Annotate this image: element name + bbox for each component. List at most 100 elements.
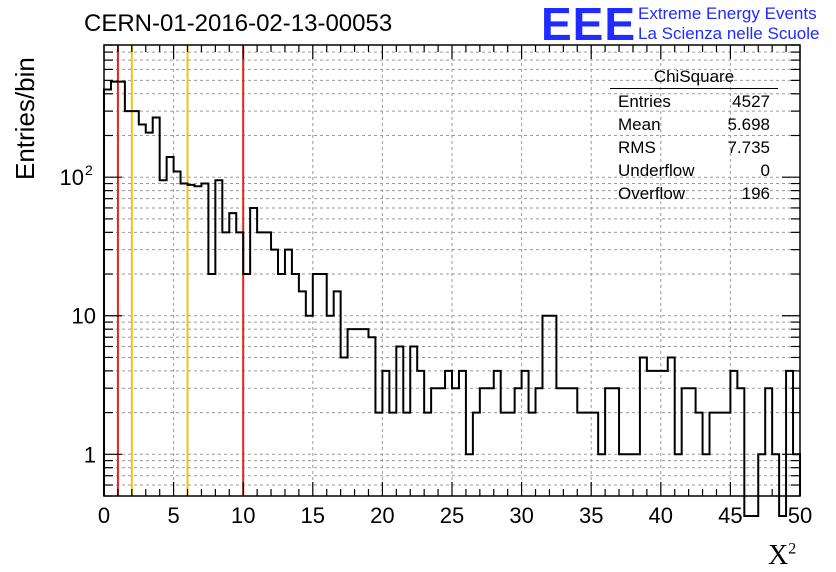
axes (103, 44, 801, 497)
histogram-bin (563, 388, 570, 496)
histogram-bin (640, 357, 647, 496)
histogram-bin (737, 388, 744, 496)
histogram-bin (327, 316, 334, 496)
histogram-bin (480, 388, 487, 496)
x-tick-label: 5 (167, 503, 179, 528)
histogram-bin (132, 111, 139, 496)
histogram-bin (675, 454, 682, 496)
histogram-bin (508, 413, 515, 496)
histogram-bin (529, 413, 536, 496)
histogram-bin (229, 213, 236, 496)
x-axis-label-symbol: X (768, 540, 789, 571)
histogram-bin (591, 413, 598, 496)
stats-value: 0 (760, 161, 770, 180)
histogram-bin (619, 454, 626, 496)
histogram-bin (494, 371, 501, 496)
histogram-bin (716, 413, 723, 496)
histogram-bin (125, 111, 132, 496)
histogram-bin (577, 413, 584, 496)
histogram-bin (556, 388, 563, 496)
x-axis-label: X2 (768, 540, 796, 572)
x-tick-label: 30 (509, 503, 533, 528)
histogram-bin (584, 413, 591, 496)
stats-row-rms: RMS 7.735 (610, 136, 778, 159)
histogram-bin (473, 413, 480, 496)
histogram-bin (375, 413, 382, 496)
histogram-bin (236, 232, 243, 496)
histogram-bin (438, 388, 445, 496)
y-axis-label: Entries/bin (10, 57, 40, 180)
histogram-bin (285, 250, 292, 496)
histogram-bin (292, 274, 299, 496)
histogram-bin (786, 371, 793, 496)
histogram-bins (103, 80, 801, 517)
histogram-bin (410, 346, 417, 496)
histogram-bin (452, 388, 459, 496)
histogram-bin (723, 413, 730, 496)
histogram-bin (549, 316, 556, 496)
histogram-bin (250, 208, 257, 496)
histogram-bin (626, 454, 633, 496)
histogram-bin (730, 371, 737, 496)
histogram-bin (682, 388, 689, 496)
histogram-bin (466, 454, 473, 496)
histogram-bin (647, 371, 654, 496)
histogram-line (103, 80, 801, 517)
histogram-bin (174, 171, 181, 496)
stats-row-mean: Mean 5.698 (610, 113, 778, 136)
stats-value: 196 (741, 184, 770, 203)
logo-subtitle-line2: La Scienza nelle Scuole (638, 24, 820, 43)
histogram-bin (313, 274, 320, 496)
stats-row-overflow: Overflow 196 (610, 182, 778, 205)
x-tick-label: 10 (231, 503, 255, 528)
histogram-bin (598, 454, 605, 496)
x-tick-label: 20 (370, 503, 394, 528)
histogram-bin (515, 388, 522, 496)
stats-value: 5.698 (727, 115, 770, 134)
x-tick-label: 15 (301, 503, 325, 528)
histogram-bin (633, 454, 640, 496)
histogram-bin (668, 357, 675, 496)
y-tick-label-superscript: 2 (85, 162, 93, 178)
x-tick-label: 45 (718, 503, 742, 528)
histogram-bin (320, 274, 327, 496)
histogram-bin (424, 413, 431, 496)
stats-value: 7.735 (727, 138, 770, 157)
stats-label: Entries (618, 92, 671, 111)
histogram-bin (487, 388, 494, 496)
histogram-bin (348, 329, 355, 496)
x-tick-label: 35 (579, 503, 603, 528)
histogram-bin (758, 454, 765, 496)
chart-title: CERN-01-2016-02-13-00053 (84, 10, 393, 37)
grid-lines (103, 44, 801, 497)
histogram-bin (431, 388, 438, 496)
stats-label: RMS (618, 138, 656, 157)
histogram-bin (445, 371, 452, 496)
histogram-bin (522, 371, 529, 496)
histogram-bin (341, 357, 348, 496)
histogram-bin (201, 184, 208, 496)
x-tick-label: 25 (440, 503, 464, 528)
y-tick-label: 1 (84, 442, 96, 467)
histogram-bin (194, 186, 201, 496)
histogram-bin (153, 117, 160, 496)
histogram-bin (459, 371, 466, 496)
histogram-bin (146, 133, 153, 496)
histogram-bin (215, 180, 222, 496)
histogram-bin (417, 371, 424, 496)
histogram-bin (139, 125, 146, 496)
eee-logo: EEE (541, 0, 637, 50)
histogram-bin (661, 371, 668, 496)
histogram-bin (104, 89, 111, 496)
histogram-bin (271, 250, 278, 496)
histogram-bin (536, 388, 543, 496)
y-tick-label: 10 (60, 165, 84, 190)
histogram-bin (362, 329, 369, 496)
histogram-bin (334, 291, 341, 496)
histogram-bin (278, 274, 285, 496)
histogram-bin (382, 371, 389, 496)
histogram-bin (403, 413, 410, 496)
stats-title: ChiSquare (610, 67, 778, 89)
